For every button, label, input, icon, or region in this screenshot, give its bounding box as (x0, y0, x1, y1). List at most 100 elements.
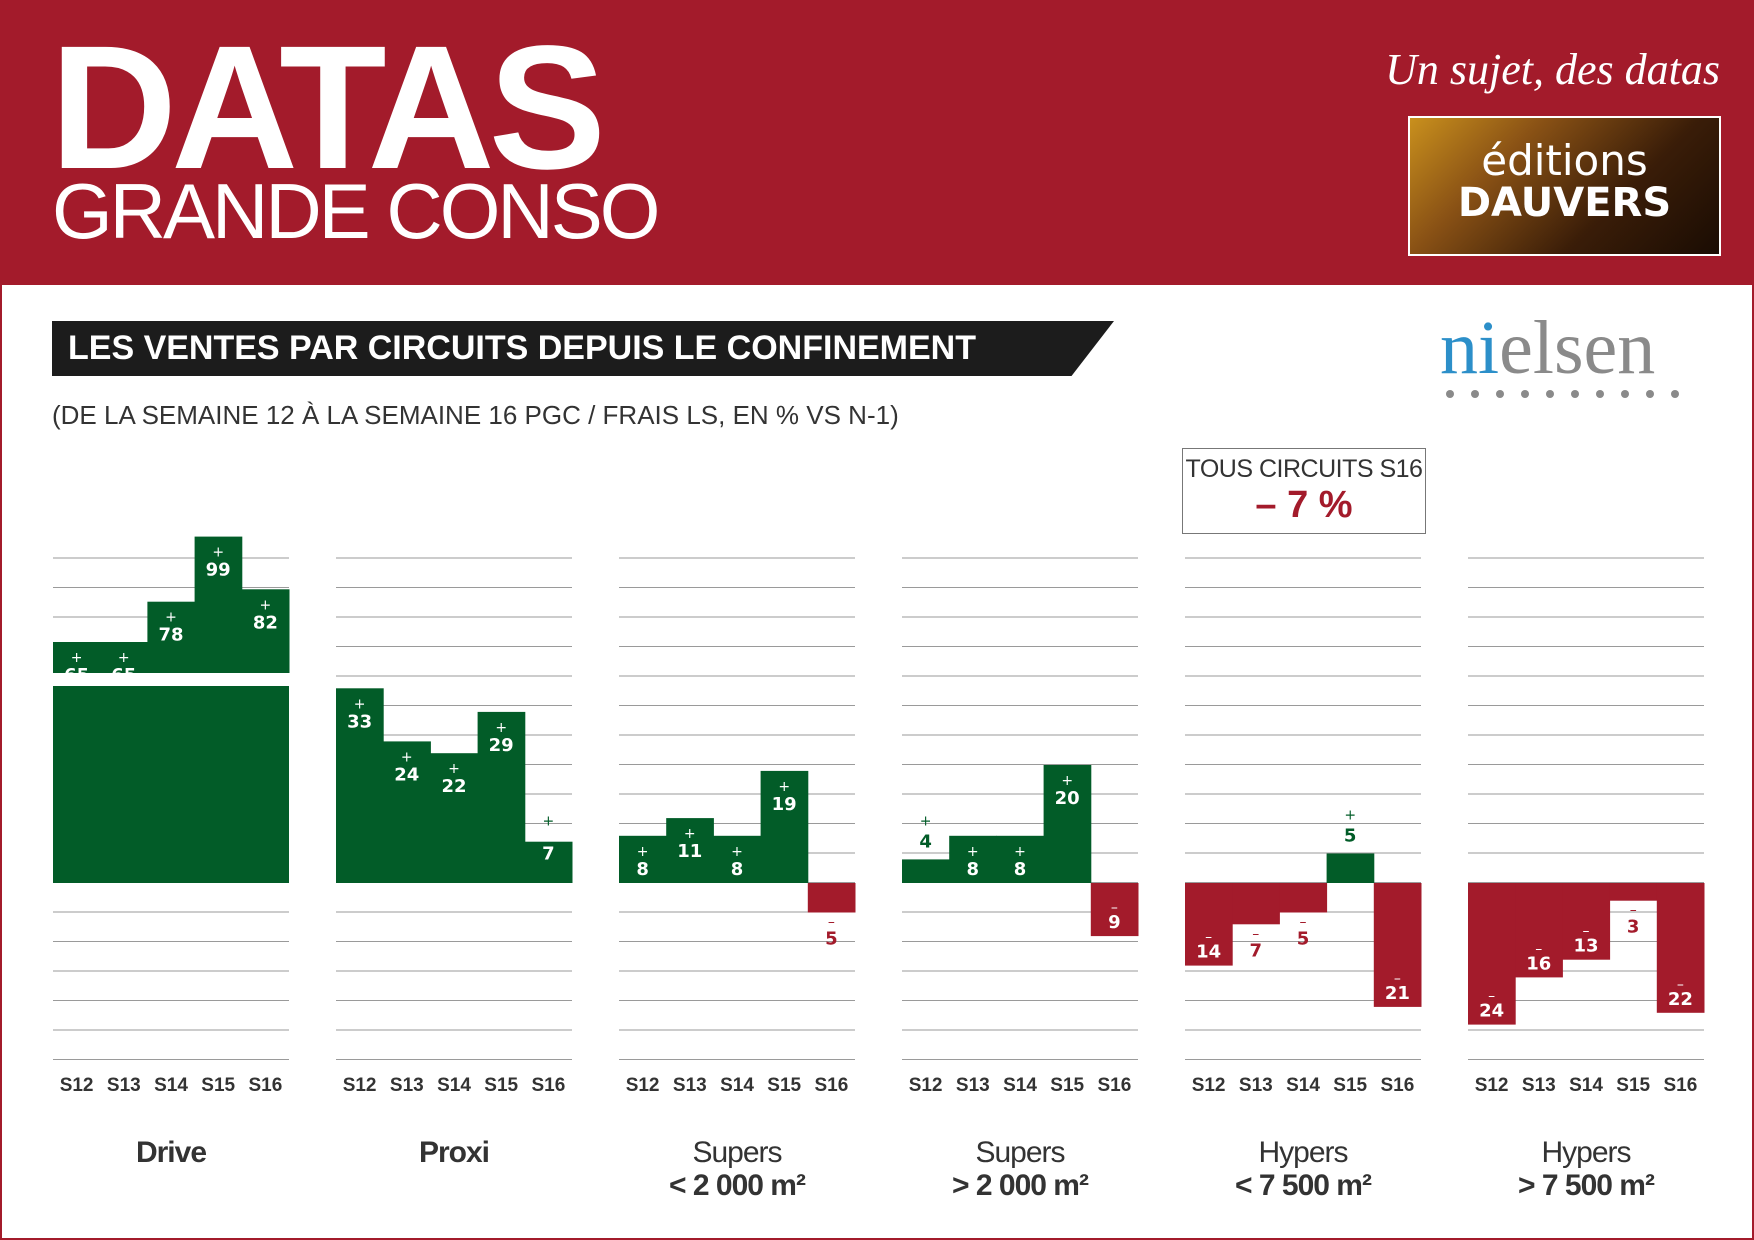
axis-break (52, 673, 290, 686)
bar-value-label: 8 (731, 859, 744, 880)
x-tick-label: S12 (626, 1075, 660, 1096)
bar (1043, 765, 1092, 883)
bar (477, 711, 526, 883)
x-tick-label: S16 (1097, 1075, 1131, 1096)
tagline: Un sujet, des datas (1385, 45, 1720, 94)
x-tick-label: S14 (154, 1075, 188, 1096)
bar (1279, 883, 1328, 913)
bar-base-block (53, 686, 289, 883)
bar-sign-label: – (1252, 926, 1259, 942)
x-tick-label: S13 (1522, 1075, 1556, 1096)
chart-subtitle: (DE LA SEMAINE 12 À LA SEMAINE 16 PGC / … (52, 400, 899, 430)
x-tick-label: S15 (767, 1075, 801, 1096)
bar-sign-label: – (828, 915, 835, 931)
x-tick-label: S12 (1475, 1075, 1509, 1096)
panel-name: Hypers (1258, 1136, 1347, 1169)
x-tick-label: S14 (720, 1075, 754, 1096)
bar (1656, 883, 1705, 1013)
x-tick-label: S15 (1616, 1075, 1650, 1096)
bar (666, 818, 714, 883)
bar (147, 601, 196, 673)
nielsen-logo-part2: elsen (1499, 306, 1656, 390)
x-tick-label: S15 (201, 1075, 235, 1096)
x-tick-label: S15 (1050, 1075, 1084, 1096)
bar (760, 770, 809, 883)
bar (1326, 853, 1375, 883)
publisher-logo-line1: éditions (1481, 136, 1648, 185)
x-tick-label: S13 (1239, 1075, 1273, 1096)
bar-value-label: 11 (677, 841, 702, 862)
publisher-logo-line2: DAUVERS (1457, 180, 1672, 226)
x-tick-label: S15 (1333, 1075, 1367, 1096)
bar-sign-label: – (1630, 903, 1637, 919)
x-tick-label: S12 (343, 1075, 377, 1096)
bar-value-label: 3 (1627, 917, 1640, 938)
x-tick-label: S14 (1569, 1075, 1603, 1096)
bar (1468, 883, 1516, 1025)
bar-value-label: 5 (825, 929, 838, 950)
bar (1232, 883, 1280, 925)
bar-sign-label: + (778, 779, 790, 795)
bar-sign-label: + (684, 826, 696, 842)
panel-name: Supers (975, 1136, 1064, 1169)
x-tick-label: S16 (531, 1075, 565, 1096)
bar-value-label: 14 (1196, 942, 1221, 963)
bar (1562, 883, 1611, 960)
x-tick-label: S12 (60, 1075, 94, 1096)
x-tick-label: S16 (1380, 1075, 1414, 1096)
chart-title: LES VENTES PAR CIRCUITS DEPUIS LE CONFIN… (68, 329, 977, 367)
bar-sign-label: + (637, 844, 649, 860)
bar (713, 835, 762, 883)
panel-name: Drive (136, 1136, 206, 1169)
panel-name-line2: > 2 000 m² (952, 1169, 1089, 1202)
x-tick-label: S14 (1286, 1075, 1320, 1096)
x-tick-label: S13 (956, 1075, 990, 1096)
bar (430, 753, 479, 883)
total-label: TOUS CIRCUITS S16 (1185, 455, 1423, 483)
bar-sign-label: + (543, 814, 555, 830)
bar-sign-label: + (165, 610, 177, 626)
bar-value-label: 29 (489, 735, 514, 756)
bar-value-label: 22 (1668, 989, 1693, 1010)
bar-value-label: 4 (919, 831, 932, 852)
bar (949, 835, 997, 883)
bar-sign-label: + (212, 545, 224, 561)
bar-value-label: 5 (1344, 826, 1357, 847)
bar-value-label: 7 (1250, 940, 1263, 961)
x-tick-label: S14 (437, 1075, 471, 1096)
x-tick-label: S16 (1663, 1075, 1697, 1096)
panel-name-line2: > 7 500 m² (1518, 1169, 1655, 1202)
publisher-logo: éditions DAUVERS (1408, 116, 1721, 256)
x-tick-label: S12 (1192, 1075, 1226, 1096)
brand-subtitle: GRANDE CONSO (52, 167, 660, 255)
bar-sign-label: + (731, 844, 743, 860)
bar-sign-label: + (967, 844, 979, 860)
bar-sign-label: + (495, 720, 507, 736)
x-tick-label: S16 (248, 1075, 282, 1096)
bar-value-label: 19 (772, 794, 797, 815)
bar-value-label: 22 (441, 776, 466, 797)
bar-value-label: 5 (1297, 929, 1310, 950)
bar-value-label: 8 (967, 859, 980, 880)
bar (194, 536, 243, 673)
panel-name-line2: < 2 000 m² (669, 1169, 806, 1202)
nielsen-logo: nielsen (1440, 310, 1655, 386)
bar-value-label: 13 (1573, 936, 1598, 957)
bar-sign-label: + (354, 696, 366, 712)
bar-sign-label: + (1061, 773, 1073, 789)
bar-value-label: 24 (1479, 1001, 1504, 1022)
bar (619, 835, 667, 883)
bar-sign-label: – (1677, 977, 1684, 993)
chart-title-banner: LES VENTES PAR CIRCUITS DEPUIS LE CONFIN… (52, 321, 1114, 376)
bar (100, 642, 148, 673)
bar-value-label: 8 (1014, 859, 1027, 880)
bar (807, 883, 856, 913)
bar-value-label: 24 (394, 764, 419, 785)
bar (1373, 883, 1422, 1007)
panel-name-line2: < 7 500 m² (1235, 1169, 1372, 1202)
bar-sign-label: + (920, 813, 932, 829)
bar (524, 841, 573, 883)
x-tick-label: S12 (909, 1075, 943, 1096)
bar-value-label: 33 (347, 711, 372, 732)
